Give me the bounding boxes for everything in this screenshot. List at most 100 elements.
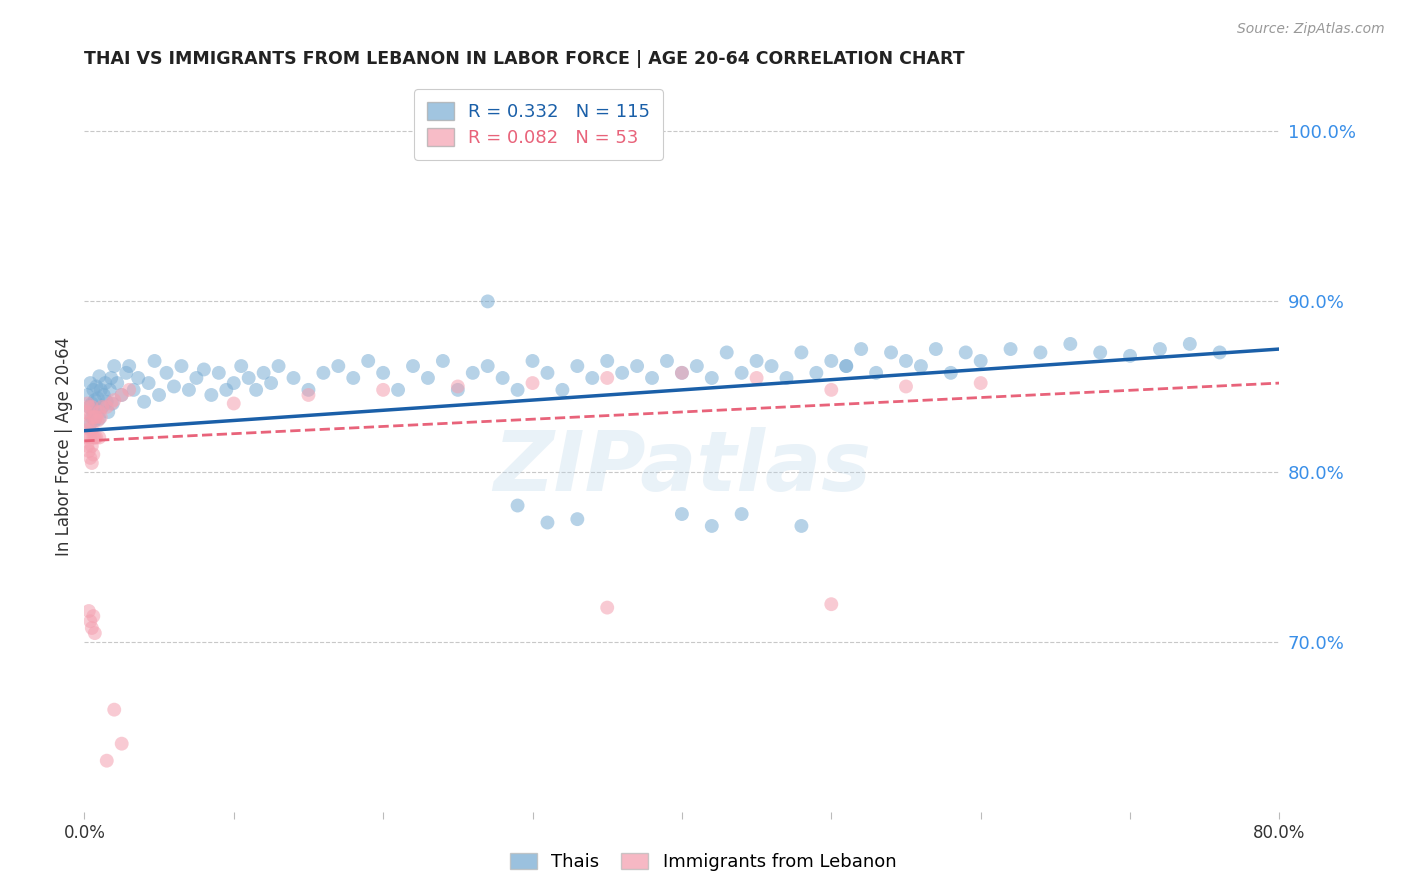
Point [536, 366, 558, 380]
Point [851, 342, 873, 356]
Text: ZIPatlas: ZIPatlas [494, 427, 870, 508]
Point [700, 519, 723, 533]
Point [186, 371, 208, 385]
Point [970, 354, 993, 368]
Point [260, 376, 283, 390]
Point [253, 366, 276, 380]
Point [80, 439, 103, 453]
Point [77, 400, 100, 414]
Point [835, 359, 858, 373]
Point [596, 354, 619, 368]
Point [820, 354, 842, 368]
Point [90, 383, 112, 397]
Point [267, 359, 290, 373]
Point [118, 359, 141, 373]
Point [536, 516, 558, 530]
Point [671, 366, 693, 380]
Point [76, 439, 98, 453]
Point [96, 400, 118, 414]
Point [103, 393, 125, 408]
Point [80, 400, 103, 414]
Point [96, 394, 118, 409]
Point [86, 410, 108, 425]
Point [90, 410, 112, 425]
Point [222, 396, 245, 410]
Point [97, 405, 120, 419]
Point [89, 369, 111, 384]
Point [82, 405, 104, 419]
Point [790, 519, 813, 533]
Point [89, 430, 111, 444]
Point [163, 379, 186, 393]
Point [79, 376, 101, 390]
Point [671, 366, 693, 380]
Point [193, 362, 215, 376]
Point [626, 359, 648, 373]
Point [373, 383, 395, 397]
Point [138, 376, 160, 390]
Point [373, 366, 395, 380]
Point [82, 609, 104, 624]
Point [231, 359, 253, 373]
Point [894, 354, 917, 368]
Point [200, 388, 222, 402]
Point [148, 388, 170, 402]
Point [111, 737, 134, 751]
Point [894, 379, 917, 393]
Point [506, 383, 529, 397]
Point [447, 379, 470, 393]
Point [91, 400, 114, 414]
Point [447, 383, 470, 397]
Point [416, 371, 439, 385]
Point [82, 430, 104, 444]
Point [86, 379, 108, 393]
Point [342, 371, 364, 385]
Point [245, 383, 267, 397]
Point [835, 359, 858, 373]
Point [91, 400, 114, 414]
Point [79, 430, 101, 444]
Point [596, 600, 619, 615]
Point [100, 396, 122, 410]
Point [79, 450, 101, 465]
Point [83, 430, 105, 444]
Point [143, 354, 166, 368]
Point [567, 359, 589, 373]
Point [155, 366, 177, 380]
Point [1090, 345, 1112, 359]
Point [100, 371, 122, 385]
Point [82, 448, 104, 462]
Point [75, 405, 97, 419]
Point [80, 410, 103, 425]
Point [80, 456, 103, 470]
Point [80, 422, 103, 436]
Point [83, 410, 105, 425]
Point [215, 383, 238, 397]
Point [761, 359, 783, 373]
Point [115, 366, 138, 380]
Point [567, 512, 589, 526]
Point [745, 371, 768, 385]
Point [1209, 345, 1232, 359]
Point [716, 345, 738, 359]
Point [1059, 337, 1081, 351]
Point [127, 371, 149, 385]
Point [94, 376, 117, 390]
Point [93, 388, 115, 402]
Point [83, 413, 105, 427]
Point [910, 359, 932, 373]
Text: THAI VS IMMIGRANTS FROM LEBANON IN LABOR FORCE | AGE 20-64 CORRELATION CHART: THAI VS IMMIGRANTS FROM LEBANON IN LABOR… [84, 50, 965, 68]
Point [671, 507, 693, 521]
Point [83, 626, 105, 640]
Point [477, 359, 499, 373]
Point [177, 383, 200, 397]
Point [612, 366, 634, 380]
Point [86, 430, 108, 444]
Point [581, 371, 603, 385]
Point [101, 396, 124, 410]
Point [76, 388, 98, 402]
Point [98, 383, 121, 397]
Point [1029, 345, 1052, 359]
Point [238, 371, 260, 385]
Point [111, 388, 134, 402]
